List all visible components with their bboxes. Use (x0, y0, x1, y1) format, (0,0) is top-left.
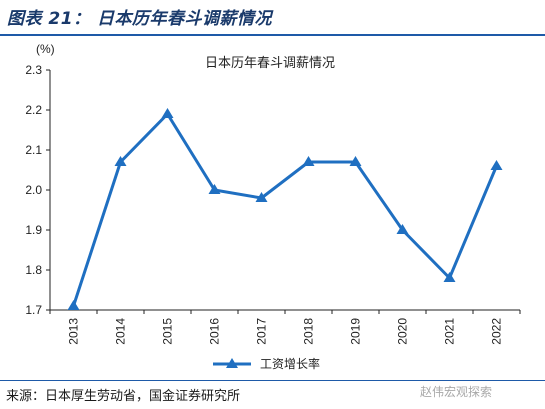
y-tick-label: 1.8 (25, 263, 42, 277)
data-point-marker (208, 184, 221, 194)
data-point-marker (396, 224, 409, 234)
figure-caption: 图表 21： 日本历年春斗调薪情况 (7, 9, 272, 29)
legend: 工资增长率 (213, 356, 320, 371)
x-tick-label: 2019 (349, 318, 363, 345)
y-tick-label: 2.1 (25, 143, 42, 157)
data-point-marker (67, 300, 80, 310)
x-tick-label: 2021 (443, 318, 457, 345)
data-point-marker (255, 192, 268, 202)
legend-marker (226, 358, 238, 368)
data-point-marker (302, 156, 315, 166)
bottom-rule (0, 380, 545, 381)
series-line (72, 112, 498, 307)
data-point-marker (161, 108, 174, 118)
y-tick-label: 2.2 (25, 103, 42, 117)
y-tick-label: 2.3 (25, 63, 42, 77)
data-point-marker (349, 156, 362, 166)
series-layer (67, 108, 503, 310)
top-rule (0, 34, 545, 36)
source-note: 来源：日本厚生劳动省，国金证券研究所 (6, 389, 241, 404)
x-tick-label: 2014 (114, 318, 128, 345)
x-tick-label: 2016 (208, 318, 222, 345)
x-tick-label: 2015 (161, 318, 175, 345)
chart-title: 日本历年春斗调薪情况 (205, 56, 335, 71)
x-tick-label: 2022 (490, 318, 504, 345)
data-point-marker (114, 156, 127, 166)
watermark-text: 赵伟宏观探索 (420, 385, 493, 399)
y-tick-label: 2.0 (25, 183, 42, 197)
x-tick-label: 2017 (255, 318, 269, 345)
y-tick-label: 1.9 (25, 223, 42, 237)
y-axis-unit: (%) (36, 42, 55, 56)
y-axis: 1.7 1.8 1.9 2.0 2.1 2.2 2.3 (25, 63, 50, 317)
legend-label: 工资增长率 (260, 356, 320, 371)
axes-frame (49, 70, 520, 311)
y-tick-label: 1.7 (25, 303, 42, 317)
x-tick-label: 2013 (67, 318, 81, 345)
data-point-marker (490, 160, 503, 170)
data-point-marker (443, 272, 456, 282)
line-chart: 日本历年春斗调薪情况 (%) 1.7 1.8 1.9 2.0 2.1 2.2 2.3 201… (25, 42, 521, 371)
x-tick-label: 2020 (396, 318, 410, 345)
x-axis: 2013 2014 2015 2016 2017 2018 2019 2020 2021 2022 (49, 310, 521, 345)
x-tick-label: 2018 (302, 318, 316, 345)
